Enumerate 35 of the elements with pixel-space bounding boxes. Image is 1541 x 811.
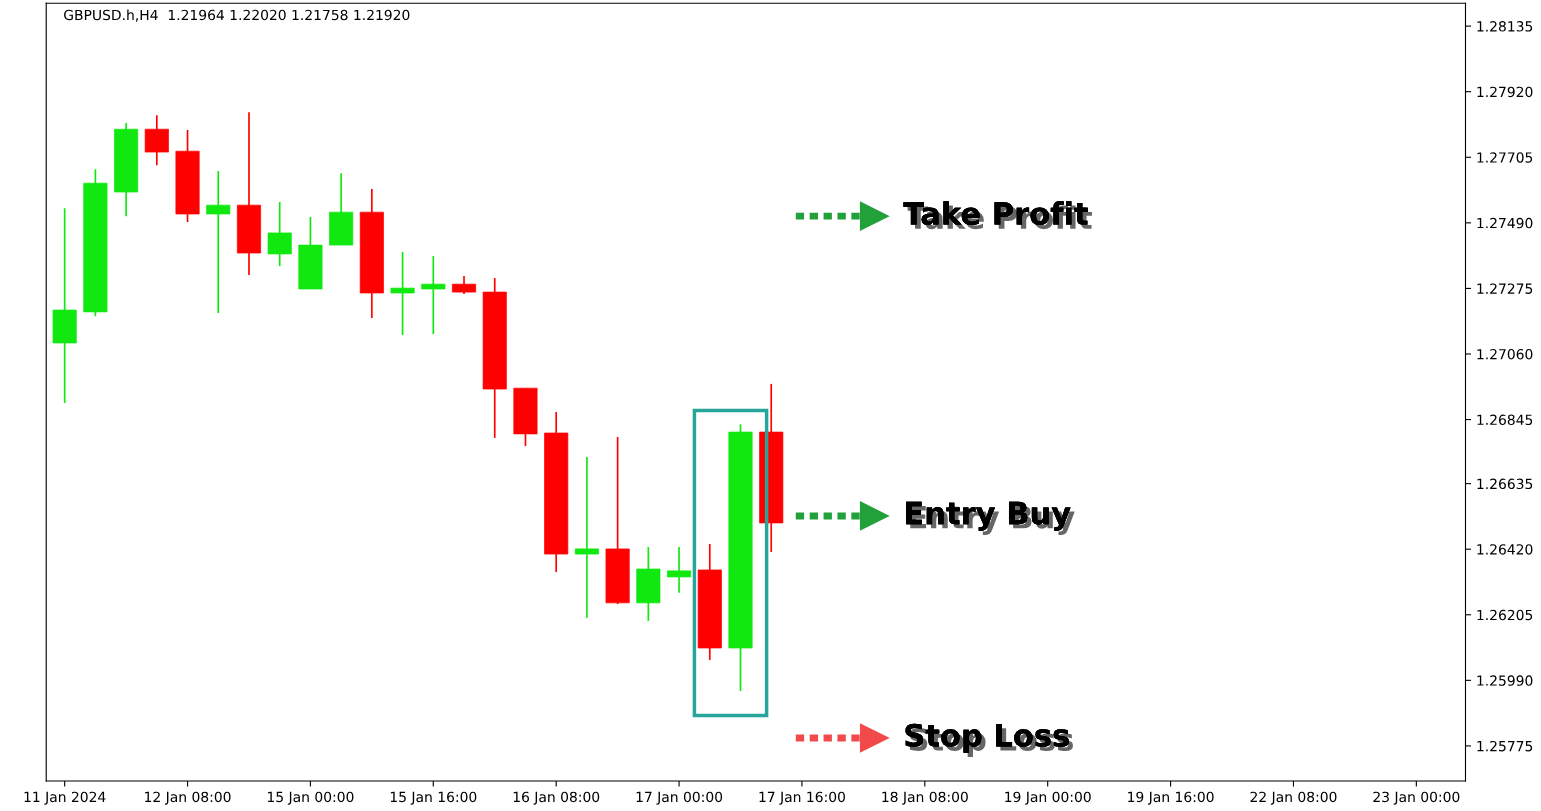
candlestick xyxy=(574,456,599,619)
x-tick-label: 15 Jan 16:00 xyxy=(390,791,477,805)
candlestick xyxy=(144,114,169,167)
y-tick-label: 1.27705 xyxy=(1477,152,1533,163)
ref-line-label: Stop Loss xyxy=(905,723,1073,757)
candlestick xyxy=(267,201,292,267)
y-tick-label: 1.26635 xyxy=(1477,478,1533,490)
x-tick-label: 19 Jan 00:00 xyxy=(1005,791,1091,805)
y-tick-label: 1.25990 xyxy=(1477,675,1533,686)
x-tick-label: 11 Jan 2024 xyxy=(24,791,106,805)
y-tick-label: 1.27920 xyxy=(1477,86,1533,98)
y-tick-label: 1.27275 xyxy=(1477,283,1533,294)
x-tick-label: 23 Jan 00:00 xyxy=(1373,791,1460,805)
x-tick-label: 19 Jan 16:00 xyxy=(1128,791,1214,805)
candlestick xyxy=(667,546,692,594)
x-tick-label: 17 Jan 16:00 xyxy=(759,791,845,805)
ref-line-label: Take Profit xyxy=(903,201,1093,230)
candlestick xyxy=(421,255,446,336)
chart-title: GBPUSD.h,H4 1.21964 1.22020 1.21758 1.21920 xyxy=(64,9,410,22)
x-tick-label: 22 Jan 08:00 xyxy=(1250,791,1337,805)
x-tick-label: 17 Jan 00:00 xyxy=(636,791,723,805)
candlestick xyxy=(390,251,415,336)
y-tick-label: 1.26420 xyxy=(1477,544,1533,555)
y-tick-label: 1.27490 xyxy=(1477,217,1533,229)
y-tick-label: 1.26845 xyxy=(1477,414,1533,426)
ref-line-label: Entry Buy xyxy=(906,501,1075,535)
y-tick-label: 1.25775 xyxy=(1477,740,1533,752)
candlestick xyxy=(206,170,231,314)
y-tick-label: 1.28135 xyxy=(1477,21,1533,32)
y-tick-label: 1.26205 xyxy=(1477,609,1533,621)
x-tick-label: 12 Jan 08:00 xyxy=(145,791,231,805)
y-tick-label: 1.27060 xyxy=(1477,348,1533,360)
x-tick-label: 16 Jan 08:00 xyxy=(513,791,600,805)
x-tick-label: 15 Jan 00:00 xyxy=(267,791,354,805)
x-tick-label: 18 Jan 08:00 xyxy=(882,791,968,805)
